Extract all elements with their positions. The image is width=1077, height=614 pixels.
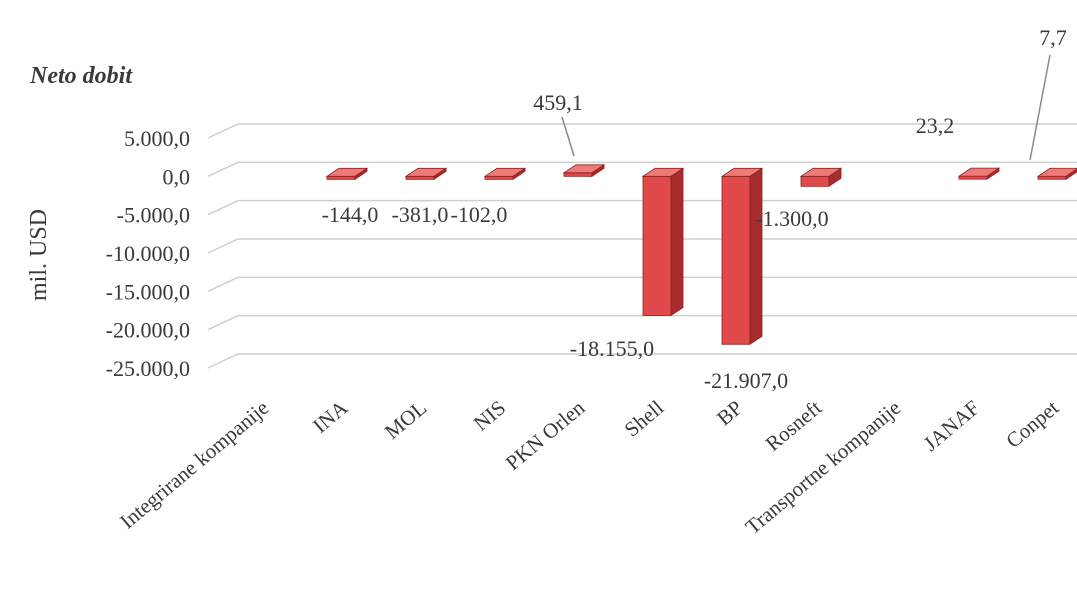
- label-leader-lines: [561, 54, 1051, 161]
- data-labels: -144,0 -381,0 -102,0 459,1 -18.155,0 -21.907,…: [322, 25, 1067, 393]
- x-tick-label: NIS: [469, 395, 510, 435]
- bar: [957, 167, 1001, 180]
- data-label: 23,2: [916, 113, 955, 138]
- y-tick-labels: 5.000,0 0,0 -5.000,0 -10.000,0 -15.000,0 -20.…: [106, 126, 190, 381]
- bar: [404, 167, 448, 181]
- gridline: [207, 199, 1077, 216]
- gridline: [207, 314, 1077, 331]
- bars: [325, 164, 1077, 346]
- y-tick-label: -15.000,0: [106, 279, 190, 304]
- data-label: -1.300,0: [755, 206, 828, 231]
- data-label: -102,0: [451, 202, 508, 227]
- x-tick-label: JANAF: [919, 395, 984, 455]
- x-tick-label: PKN Orlen: [501, 395, 590, 475]
- y-axis-label: mil. USD: [26, 209, 52, 301]
- x-tick-label: INA: [308, 395, 353, 438]
- bar: [325, 167, 369, 181]
- gridline: [207, 276, 1077, 293]
- y-tick-label: -20.000,0: [106, 318, 190, 343]
- x-tick-label: Conpet: [1001, 395, 1063, 452]
- y-tick-label: -5.000,0: [117, 203, 190, 228]
- data-label: -21.907,0: [704, 368, 788, 393]
- bar: [641, 167, 685, 317]
- y-tick-label: -25.000,0: [106, 356, 190, 381]
- y-tick-label: 0,0: [163, 164, 191, 189]
- data-label: -144,0: [322, 202, 379, 227]
- data-label: 7,7: [1039, 25, 1067, 50]
- x-tick-label: Transportne kompanije: [741, 395, 906, 538]
- x-tick-label: BP: [712, 395, 747, 430]
- gridline: [207, 161, 1077, 178]
- gridline: [207, 353, 1077, 369]
- bar: [562, 164, 606, 178]
- bar: [483, 167, 527, 181]
- leader-line: [1029, 54, 1051, 161]
- leader-line: [561, 116, 575, 157]
- data-label: -18.155,0: [570, 336, 654, 361]
- bar: [799, 167, 843, 188]
- data-label: 459,1: [533, 90, 583, 115]
- bar: [1036, 167, 1077, 181]
- y-tick-label: -10.000,0: [106, 241, 190, 266]
- gridline: [207, 238, 1077, 254]
- bar: [720, 167, 764, 346]
- y-tick-label: 5.000,0: [124, 126, 190, 151]
- x-tick-label: Shell: [620, 395, 669, 441]
- data-label: -381,0: [392, 202, 449, 227]
- gridline: [207, 123, 1077, 139]
- chart-title: Neto dobit: [29, 63, 133, 89]
- gridlines: [207, 123, 1077, 369]
- x-tick-label: MOL: [380, 395, 431, 443]
- x-tick-label: Rosneft: [761, 395, 827, 455]
- x-tick-label: Integrirane kompanije: [115, 395, 273, 533]
